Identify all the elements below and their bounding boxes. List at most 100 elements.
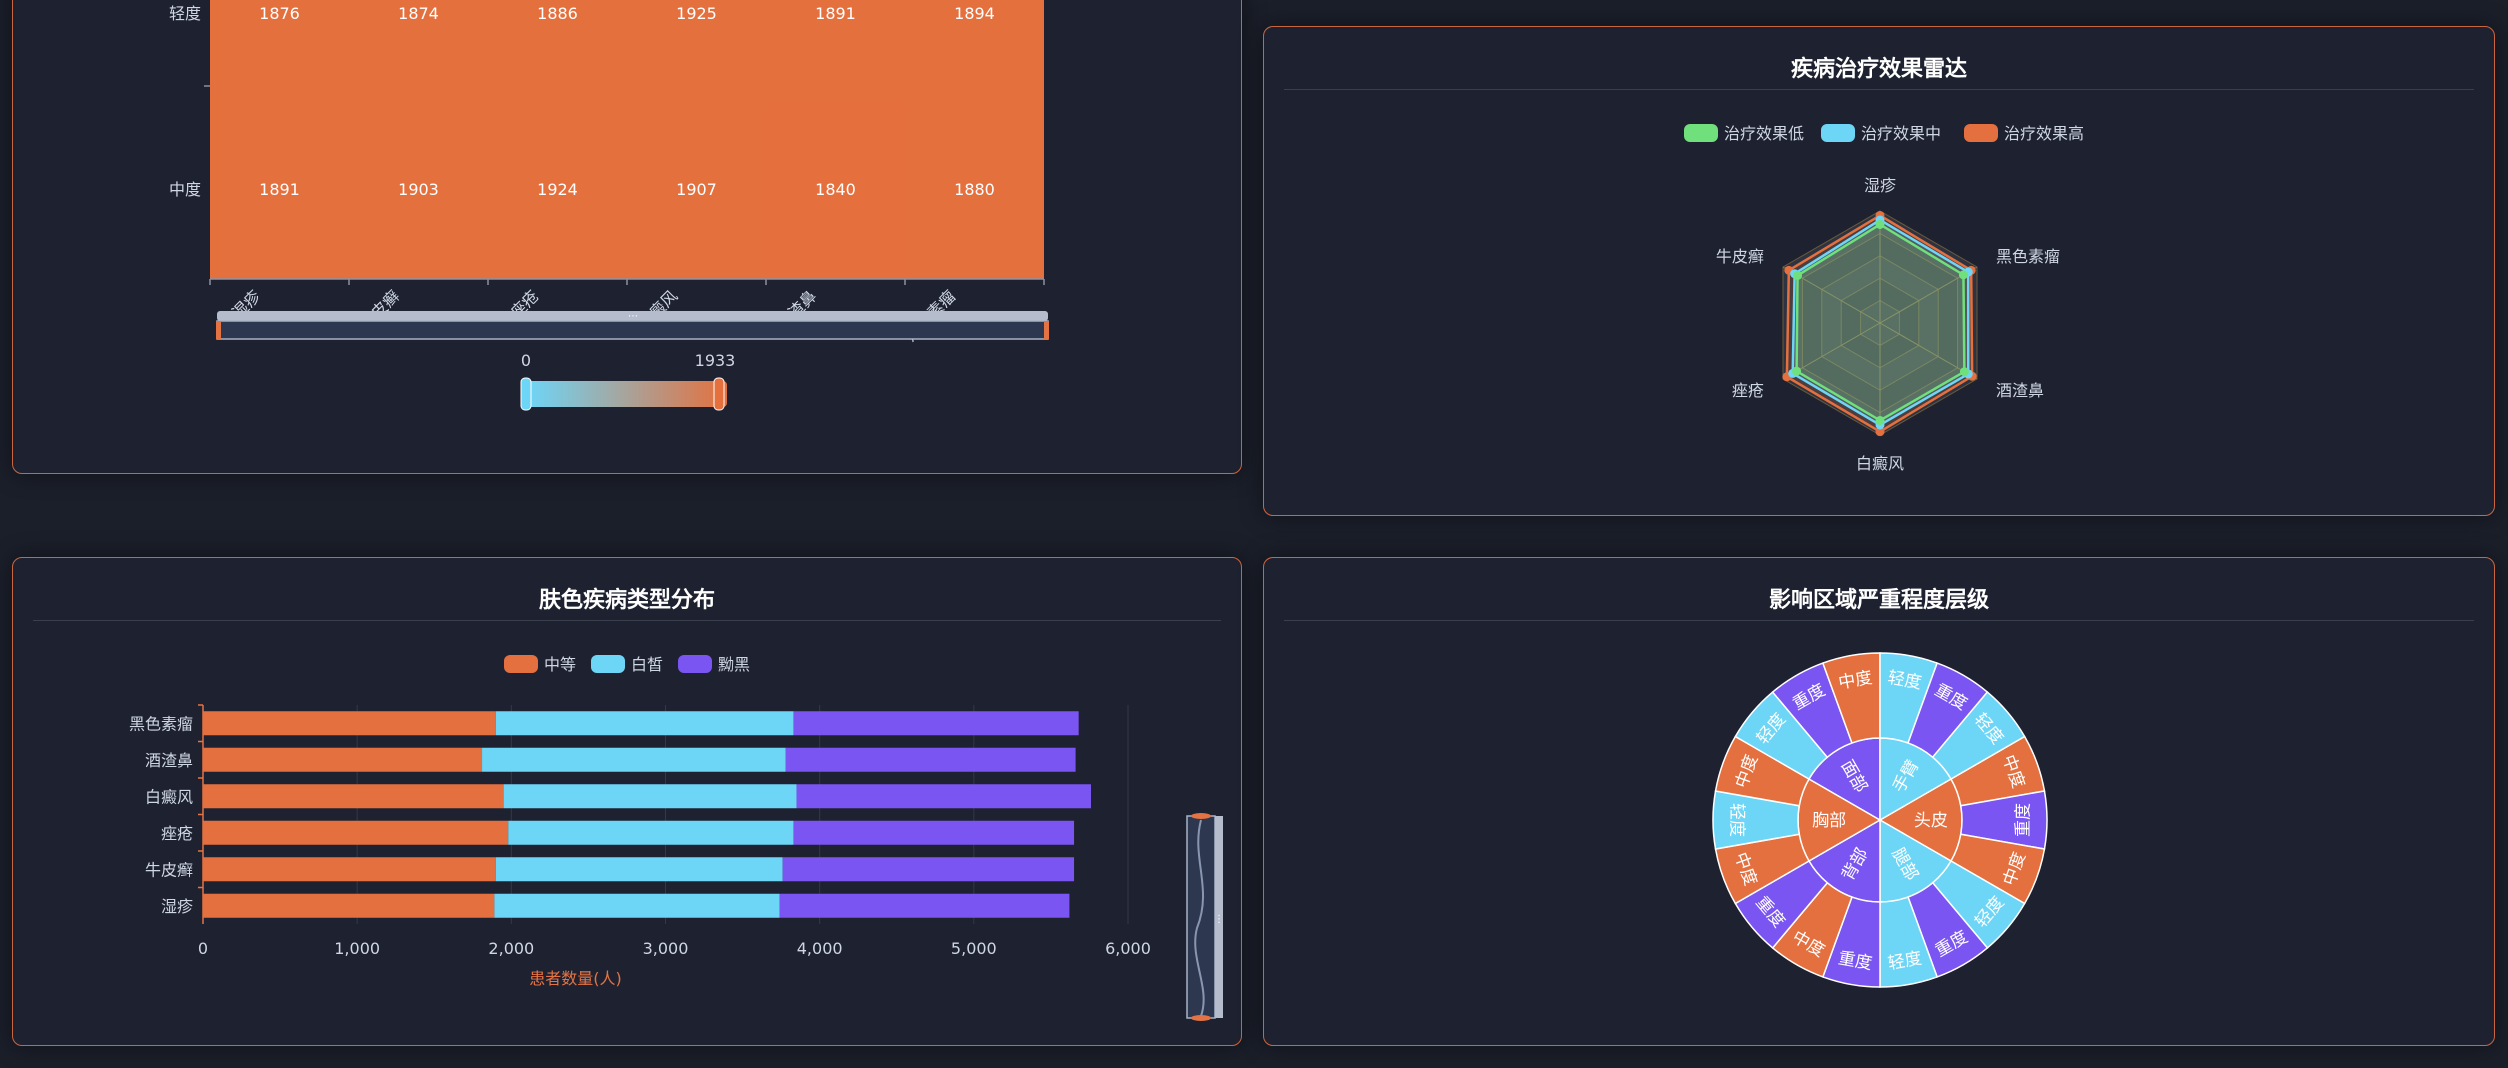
heatmap-cell[interactable] — [627, 0, 766, 102]
visual-map-handle-min[interactable] — [520, 377, 532, 411]
radar-point[interactable] — [1875, 219, 1885, 229]
legend-swatch — [504, 655, 538, 673]
radar-point[interactable] — [1959, 367, 1969, 377]
heatmap-cell[interactable] — [349, 102, 488, 278]
legend-label: 白皙 — [631, 655, 663, 674]
visual-map-bar — [527, 381, 727, 407]
heatmap-cell-label: 1874 — [398, 4, 439, 23]
x-axis-title: 患者数量(人) — [529, 969, 622, 988]
bar-panel: 肤色疾病类型分布 中等 白皙 黝黑 0 1,000 2,000 3,000 4,000 5,00… — [12, 557, 1242, 1046]
legend-item[interactable]: 黝黑 — [678, 655, 750, 674]
sunburst-inner-label: 头皮 — [1914, 811, 1948, 831]
heatmap-cell-label: 1903 — [398, 180, 439, 199]
title-divider — [33, 620, 1221, 621]
sunburst-outer-segment[interactable] — [1931, 691, 2026, 781]
x-axis-tick-label: 0 — [198, 939, 208, 958]
bar-segment[interactable] — [793, 820, 1075, 845]
bar-segment[interactable] — [782, 857, 1075, 882]
heatmap-cell-label: 1891 — [815, 4, 856, 23]
visual-map-min-label: 0 — [521, 351, 531, 370]
legend-label: 中等 — [544, 655, 576, 674]
zoom-slider-top — [217, 311, 1048, 321]
bar-segment[interactable] — [482, 747, 786, 772]
heatmap-cell-label: 1907 — [676, 180, 717, 199]
legend-label: 治疗效果低 — [1724, 124, 1804, 143]
radar-title: 疾病治疗效果雷达 — [1790, 57, 1967, 82]
legend-item[interactable]: 中等 — [504, 655, 576, 674]
sunburst-title: 影响区域严重程度层级 — [1768, 588, 1989, 613]
zoom-handle-top[interactable] — [1191, 813, 1211, 819]
bar-segment[interactable] — [796, 784, 1091, 809]
heatmap-cell[interactable] — [905, 102, 1044, 278]
bar-segment[interactable] — [203, 747, 483, 772]
bar-segment[interactable] — [203, 784, 504, 809]
heatmap-cell[interactable] — [210, 102, 349, 278]
heatmap-cell-label: 1886 — [537, 4, 578, 23]
bar-segment[interactable] — [495, 857, 783, 882]
bar-segment[interactable] — [503, 784, 797, 809]
heatmap-cell[interactable] — [766, 102, 905, 278]
bar-title: 肤色疾病类型分布 — [538, 588, 715, 613]
heatmap-cell-label: 1876 — [259, 4, 300, 23]
legend-swatch — [1684, 124, 1718, 142]
legend-label: 治疗效果高 — [2004, 124, 2084, 143]
bar-segment[interactable] — [793, 711, 1079, 736]
heatmap-cell[interactable] — [488, 0, 627, 102]
radar-point[interactable] — [1875, 427, 1885, 437]
visual-map-handle-max[interactable] — [713, 377, 725, 411]
bar-segment[interactable] — [203, 857, 496, 882]
title-divider — [1284, 620, 2474, 621]
bar-segment[interactable] — [203, 893, 495, 918]
zoom-handle-left[interactable] — [216, 321, 221, 339]
heatmap-cell[interactable] — [210, 0, 349, 102]
bar-segment[interactable] — [495, 711, 794, 736]
legend-item[interactable]: 治疗效果中 — [1821, 124, 1941, 143]
bar-segment[interactable] — [779, 893, 1070, 918]
heatmap-panel: 1876 1874 1886 1925 1891 1894 轻度 1891 1903 1924 19… — [12, 0, 1242, 474]
title-divider — [1284, 89, 2474, 90]
bar-segment[interactable] — [203, 820, 509, 845]
heatmap-cell[interactable] — [488, 102, 627, 278]
zoom-slider-side — [1215, 816, 1223, 1018]
heatmap-cell-label: 1925 — [676, 4, 717, 23]
bar-segment[interactable] — [508, 820, 794, 845]
zoom-handle-bottom[interactable] — [1191, 1015, 1211, 1021]
legend-item[interactable]: 治疗效果低 — [1684, 124, 1804, 143]
legend-swatch — [1964, 124, 1998, 142]
y-axis-label: 白癜风 — [145, 787, 193, 806]
zoom-grip-icon: ⋯ — [628, 311, 638, 322]
radar-point[interactable] — [1793, 270, 1803, 280]
x-axis-tick-label: 1,000 — [334, 939, 380, 958]
heatmap-cell[interactable] — [349, 0, 488, 102]
legend-label: 治疗效果中 — [1861, 124, 1941, 143]
radar-point[interactable] — [1958, 270, 1968, 280]
bar-segment[interactable] — [785, 747, 1076, 772]
bar-chart: 中等 白皙 黝黑 0 1,000 2,000 3,000 4,000 5,000 6,000 湿疹 牛… — [129, 655, 1224, 1021]
sunburst-inner-label: 胸部 — [1812, 811, 1846, 831]
radar-indicator-label: 黑色素瘤 — [1996, 247, 2060, 266]
legend-item[interactable]: 治疗效果高 — [1964, 124, 2084, 143]
radar-point[interactable] — [1875, 415, 1885, 425]
heatmap-cell[interactable] — [766, 0, 905, 102]
zoom-slider[interactable] — [216, 320, 1049, 340]
zoom-grip-icon: ⋮ — [1214, 914, 1224, 925]
y-axis-label: 湿疹 — [161, 897, 193, 916]
sunburst-outer-label: 重度 — [2014, 803, 2034, 837]
bar-segment[interactable] — [203, 711, 496, 736]
y-axis-label: 黑色素瘤 — [129, 714, 193, 733]
heatmap-cell[interactable] — [905, 0, 1044, 102]
heatmap-cell[interactable] — [627, 102, 766, 278]
heatmap-cell-label: 1840 — [815, 180, 856, 199]
legend-item[interactable]: 白皙 — [591, 655, 663, 674]
radar-point[interactable] — [1792, 366, 1802, 376]
x-axis-tick-label: 4,000 — [797, 939, 843, 958]
zoom-handle-right[interactable] — [1044, 321, 1049, 339]
bar-segment[interactable] — [494, 893, 780, 918]
legend-label: 黝黑 — [718, 655, 750, 674]
radar-panel: 疾病治疗效果雷达 治疗效果低 治疗效果中 治疗效果高 湿疹 黑色素瘤 酒渣鼻 白癜风 痤疮 牛皮… — [1263, 26, 2495, 516]
y-axis-label: 酒渣鼻 — [145, 751, 193, 770]
zoom-preview-line — [1194, 819, 1205, 1017]
y-axis-label: 痤疮 — [161, 824, 193, 843]
